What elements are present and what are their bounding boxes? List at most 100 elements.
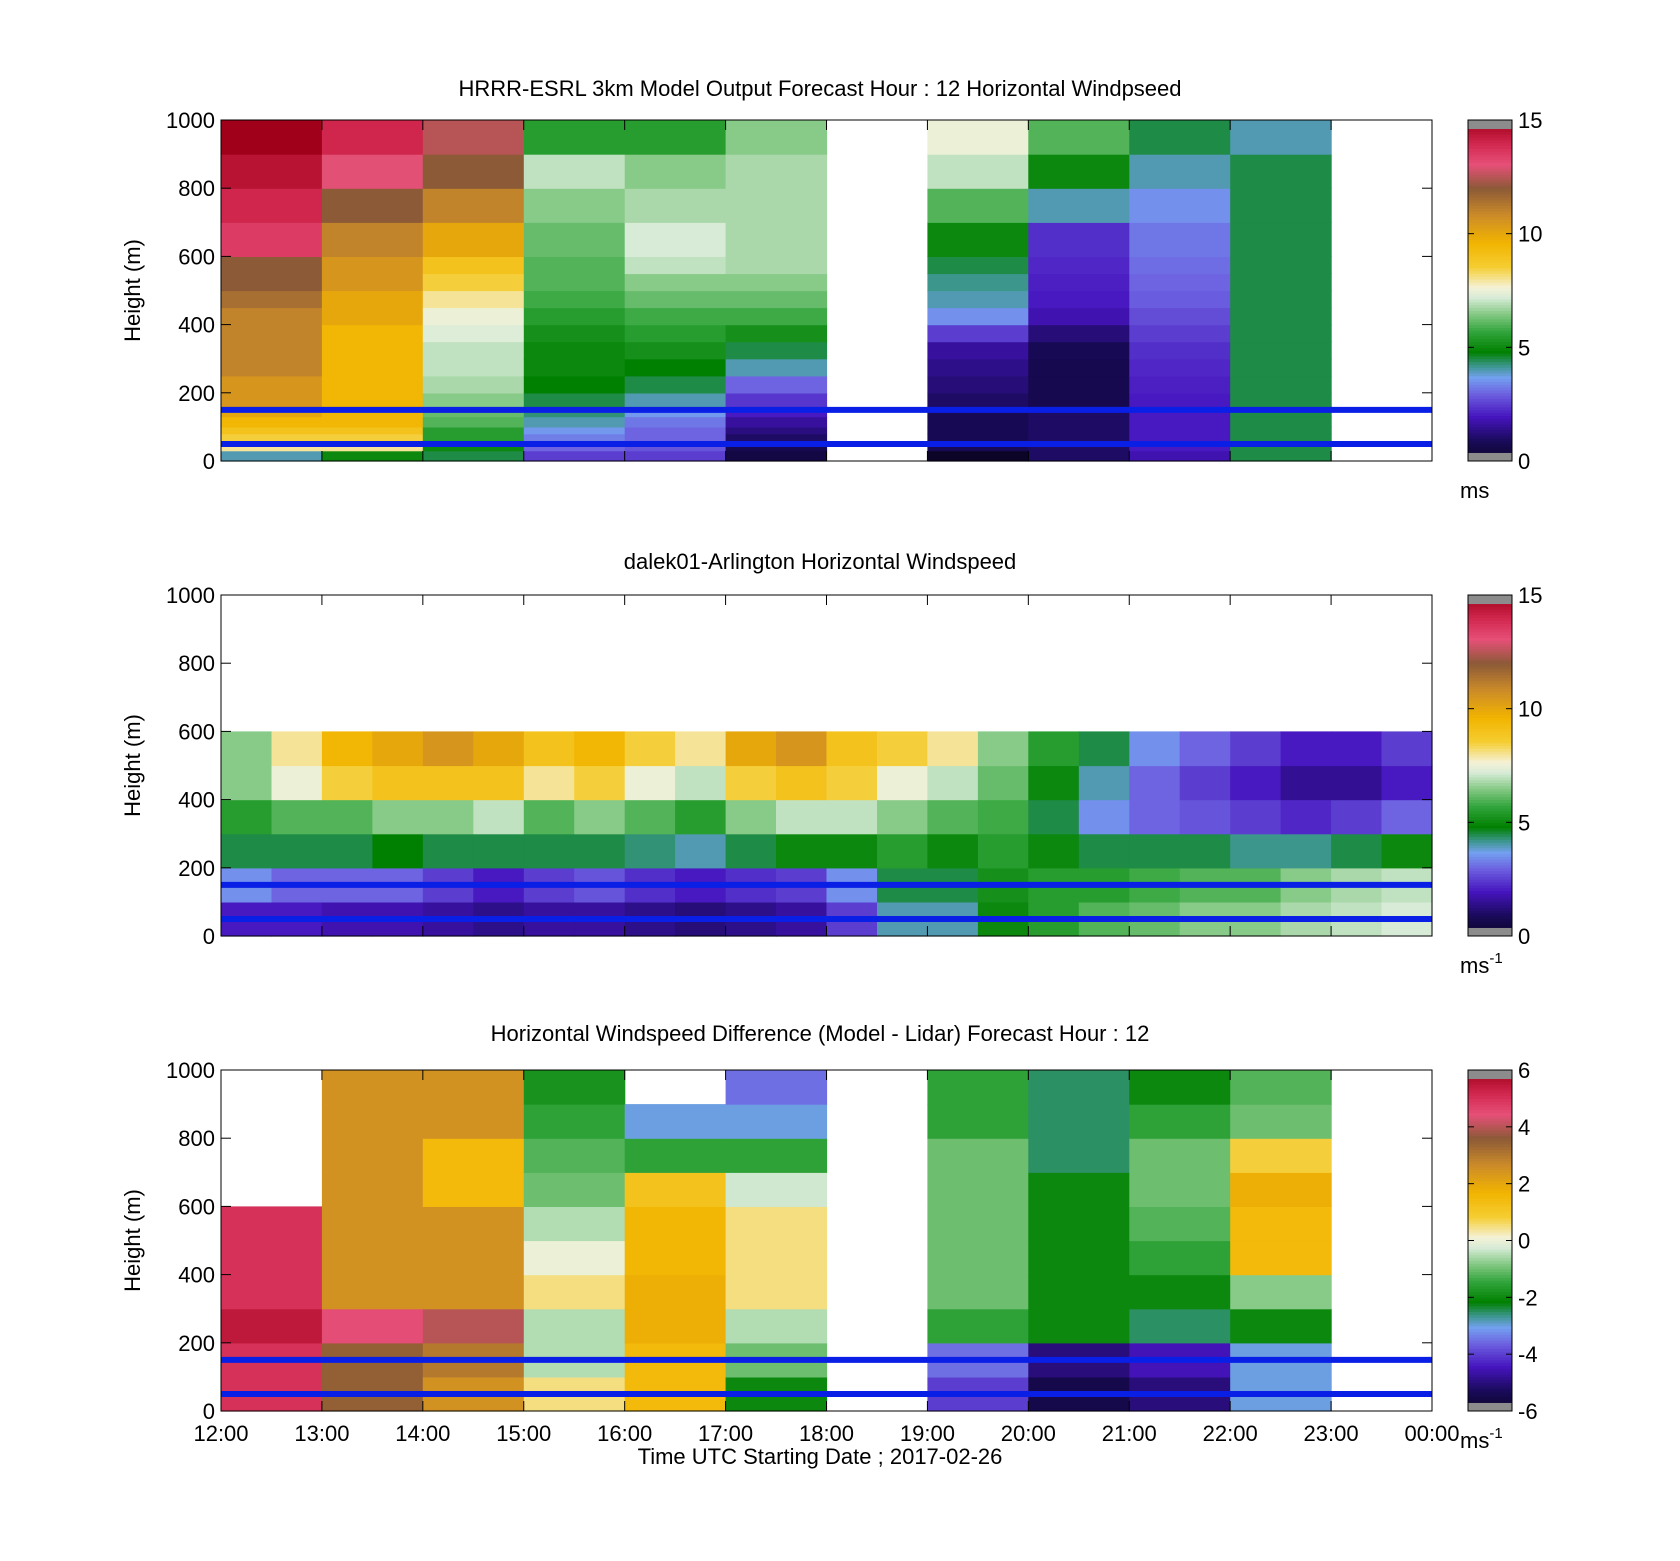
colorbar-segment <box>1468 845 1512 849</box>
colorbar-segment <box>1468 1297 1512 1301</box>
colorbar-segment <box>1468 1339 1512 1344</box>
colorbar-segment <box>1468 623 1512 627</box>
colorbar-segment <box>1468 1408 1512 1412</box>
heatmap-cell <box>725 1206 828 1242</box>
heatmap-cell <box>1129 416 1231 428</box>
heatmap-cell <box>1230 433 1332 442</box>
y-tick-label: 600 <box>178 1194 215 1219</box>
heatmap-cell <box>624 290 727 309</box>
colorbar-segment <box>1468 856 1512 860</box>
colorbar-segment <box>1468 213 1512 218</box>
colorbar-segment <box>1468 782 1512 786</box>
colorbar-segment <box>1468 1337 1512 1341</box>
y-tick-label: 1000 <box>166 1058 215 1083</box>
heatmap-cell <box>1129 290 1231 309</box>
colorbar-segment <box>1468 799 1512 803</box>
colorbar-segment <box>1468 1357 1512 1361</box>
colorbar-segment <box>1468 884 1512 889</box>
colorbar-segment <box>1468 284 1512 289</box>
colorbar-segment <box>1468 250 1512 255</box>
heatmap-cell <box>725 1308 828 1344</box>
colorbar-segment <box>1468 1402 1512 1406</box>
colorbar-segment <box>1468 825 1512 829</box>
heatmap-cell <box>321 358 424 377</box>
colorbar-tick-label: 0 <box>1518 1229 1530 1254</box>
colorbar-segment <box>1468 785 1512 789</box>
colorbar-segment <box>1468 1095 1512 1099</box>
colorbar-segment <box>1468 901 1512 906</box>
heatmap-cell <box>523 1104 626 1139</box>
y-tick-label: 800 <box>178 651 215 676</box>
colorbar-segment <box>1468 1345 1512 1349</box>
heatmap-cell <box>725 833 777 869</box>
heatmap-cell <box>1078 833 1130 869</box>
colorbar-segment <box>1468 1351 1512 1355</box>
heatmap-cell <box>422 307 525 326</box>
colorbar-segment <box>1468 125 1512 130</box>
heatmap-cell <box>221 273 323 292</box>
colorbar-segment <box>1468 742 1512 747</box>
heatmap-cell <box>321 1206 424 1242</box>
colorbar-segment <box>1468 609 1512 613</box>
colorbar-segment <box>1468 1195 1512 1199</box>
colorbar-segment <box>1468 600 1512 605</box>
heatmap-cell <box>321 416 424 428</box>
colorbar-segment <box>1468 381 1512 385</box>
colorbar-segment <box>1468 131 1512 135</box>
heatmap-cell <box>321 341 424 360</box>
colorbar-segment <box>1468 148 1512 152</box>
heatmap-cell <box>725 1070 828 1105</box>
heatmap-cell <box>1028 765 1080 801</box>
colorbar-segment <box>1468 859 1512 863</box>
colorbar-segment <box>1468 685 1512 690</box>
colorbar-segment <box>1468 725 1512 730</box>
colorbar-segment <box>1468 697 1512 701</box>
panel-model-heatmap <box>221 120 1432 462</box>
colorbar-segment <box>1468 233 1512 238</box>
heatmap-cell <box>624 256 727 275</box>
colorbar-segment <box>1468 1379 1512 1384</box>
heatmap-cell <box>221 1308 323 1344</box>
heatmap-cell <box>624 222 727 257</box>
heatmap-cell <box>271 731 323 767</box>
heatmap-cell <box>624 833 676 869</box>
colorbar-segment <box>1468 318 1512 323</box>
colorbar-segment <box>1468 151 1512 155</box>
colorbar-segment <box>1468 1294 1512 1298</box>
colorbar-segment <box>1468 281 1512 286</box>
colorbar-segment <box>1468 1308 1512 1313</box>
colorbar-tick-label: 0 <box>1518 924 1530 949</box>
heatmap-cell <box>1129 392 1231 407</box>
colorbar-segment <box>1468 142 1512 147</box>
y-tick-label: 800 <box>178 1126 215 1151</box>
colorbar-segment <box>1468 426 1512 431</box>
colorbar-frame <box>1467 119 1513 462</box>
heatmap-cell <box>1078 765 1130 801</box>
colorbar-segment <box>1468 819 1512 823</box>
heatmap-cell <box>1230 273 1332 292</box>
heatmap-cell <box>624 1274 727 1310</box>
heatmap-cell <box>826 833 878 869</box>
heatmap-cell <box>624 307 727 326</box>
colorbar-segment <box>1468 1291 1512 1295</box>
heatmap-cell <box>624 731 676 767</box>
colorbar-segment <box>1468 802 1512 806</box>
panel-model: HRRR-ESRL 3km Model Output Forecast Hour… <box>120 76 1542 503</box>
heatmap-cell <box>422 154 525 189</box>
heatmap-cell <box>725 120 828 155</box>
colorbar-segment <box>1468 264 1512 269</box>
colorbar-segment <box>1468 893 1512 897</box>
heatmap-cell <box>321 833 373 869</box>
colorbar-segment <box>1468 350 1512 354</box>
heatmap-cell <box>624 1206 727 1242</box>
heatmap-cell <box>321 1138 424 1173</box>
heatmap-cell <box>1129 450 1231 462</box>
heatmap-cell <box>1230 307 1332 326</box>
colorbar-segment <box>1468 1234 1512 1239</box>
colorbar-segment <box>1468 1399 1512 1403</box>
colorbar-segment <box>1468 290 1512 294</box>
panel-model-y-label: Height (m) <box>120 239 145 342</box>
heatmap-cell <box>725 273 828 292</box>
heatmap-cell <box>574 799 626 835</box>
colorbar-segment <box>1468 188 1512 192</box>
